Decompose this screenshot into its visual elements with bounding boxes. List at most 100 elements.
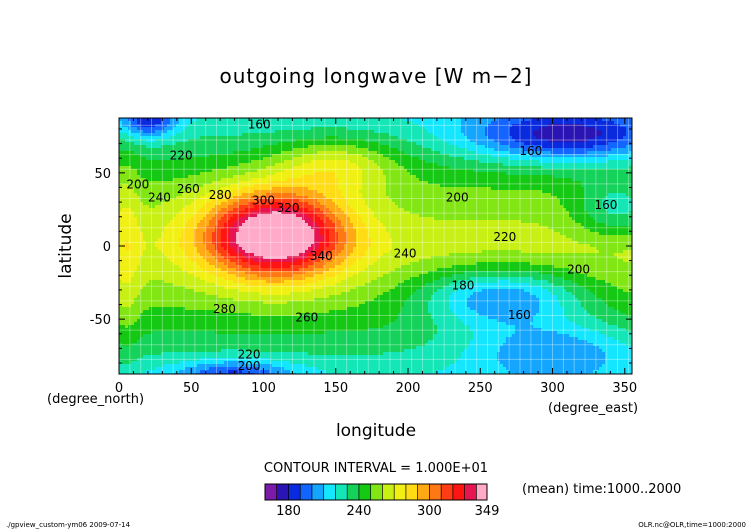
contour-cell [611, 136, 615, 140]
contour-cell [512, 163, 516, 167]
contour-cell [560, 163, 564, 167]
contour-cell [590, 199, 594, 203]
contour-cell [557, 199, 561, 203]
contour-cell [593, 181, 597, 185]
contour-cell [158, 181, 162, 185]
contour-cell [206, 148, 210, 152]
contour-cell [428, 190, 432, 194]
contour-cell [374, 193, 378, 197]
contour-cell [245, 121, 249, 125]
contour-cell [452, 172, 456, 176]
contour-cell [374, 130, 378, 134]
contour-cell [266, 166, 270, 170]
contour-cell [347, 145, 351, 149]
contour-cell [494, 157, 498, 161]
contour-cell [383, 145, 387, 149]
contour-cell [311, 121, 315, 125]
contour-cell [212, 166, 216, 170]
contour-cell [563, 121, 567, 125]
contour-cell [557, 154, 561, 158]
contour-cell [383, 199, 387, 203]
contour-cell [338, 121, 342, 125]
contour-cell [182, 172, 186, 176]
contour-cell [437, 148, 441, 152]
contour-cell [248, 184, 252, 188]
contour-cell [452, 178, 456, 182]
contour-cell [350, 124, 354, 128]
contour-cell [218, 205, 222, 209]
contour-cell [188, 142, 192, 146]
contour-cell [413, 160, 417, 164]
contour-cell [518, 124, 522, 128]
contour-cell [128, 181, 132, 185]
contour-cell [491, 163, 495, 167]
contour-cell [533, 178, 537, 182]
contour-cell [587, 142, 591, 146]
contour-cell [398, 178, 402, 182]
contour-cell [377, 139, 381, 143]
contour-cell [476, 133, 480, 137]
contour-cell [422, 163, 426, 167]
contour-cell [569, 148, 573, 152]
contour-cell [620, 133, 624, 137]
contour-cell [422, 139, 426, 143]
contour-cell [464, 151, 468, 155]
contour-cell [245, 184, 249, 188]
contour-cell [569, 163, 573, 167]
contour-cell [131, 166, 135, 170]
contour-cell [518, 181, 522, 185]
contour-cell [575, 142, 579, 146]
contour-cell [479, 193, 483, 197]
contour-cell [611, 142, 615, 146]
contour-cell [251, 157, 255, 161]
contour-cell [584, 139, 588, 143]
contour-cell [149, 118, 153, 122]
contour-cell [596, 151, 600, 155]
contour-cell [467, 163, 471, 167]
contour-cell [539, 133, 543, 137]
contour-cell [158, 160, 162, 164]
contour-cell [560, 178, 564, 182]
contour-cell [326, 181, 330, 185]
contour-cell [326, 154, 330, 158]
contour-cell [128, 175, 132, 179]
contour-cell [398, 121, 402, 125]
contour-cell [335, 133, 339, 137]
contour-cell [434, 187, 438, 191]
contour-cell [545, 151, 549, 155]
contour-cell [530, 133, 534, 137]
contour-cell [359, 124, 363, 128]
contour-cell [179, 205, 183, 209]
contour-cell [461, 139, 465, 143]
contour-cell [260, 142, 264, 146]
contour-cell [491, 136, 495, 140]
contour-cell [224, 124, 228, 128]
contour-cell [338, 184, 342, 188]
contour-cell [305, 136, 309, 140]
contour-cell [233, 121, 237, 125]
contour-cell [620, 175, 624, 179]
contour-cell [134, 205, 138, 209]
contour-cell [134, 151, 138, 155]
contour-cell [497, 133, 501, 137]
contour-cell [320, 136, 324, 140]
contour-cell [380, 151, 384, 155]
contour-cell [494, 118, 498, 122]
contour-cell [545, 181, 549, 185]
contour-cell [164, 160, 168, 164]
contour-cell [164, 175, 168, 179]
contour-cell [593, 169, 597, 173]
contour-cell [329, 169, 333, 173]
contour-cell [287, 154, 291, 158]
contour-cell [560, 121, 564, 125]
contour-cell [491, 199, 495, 203]
contour-cell [596, 169, 600, 173]
contour-cell [599, 121, 603, 125]
contour-cell [371, 127, 375, 131]
contour-cell [350, 172, 354, 176]
contour-cell [221, 166, 225, 170]
contour-cell [440, 136, 444, 140]
contour-cell [371, 169, 375, 173]
contour-cell [566, 202, 570, 206]
contour-cell [221, 136, 225, 140]
